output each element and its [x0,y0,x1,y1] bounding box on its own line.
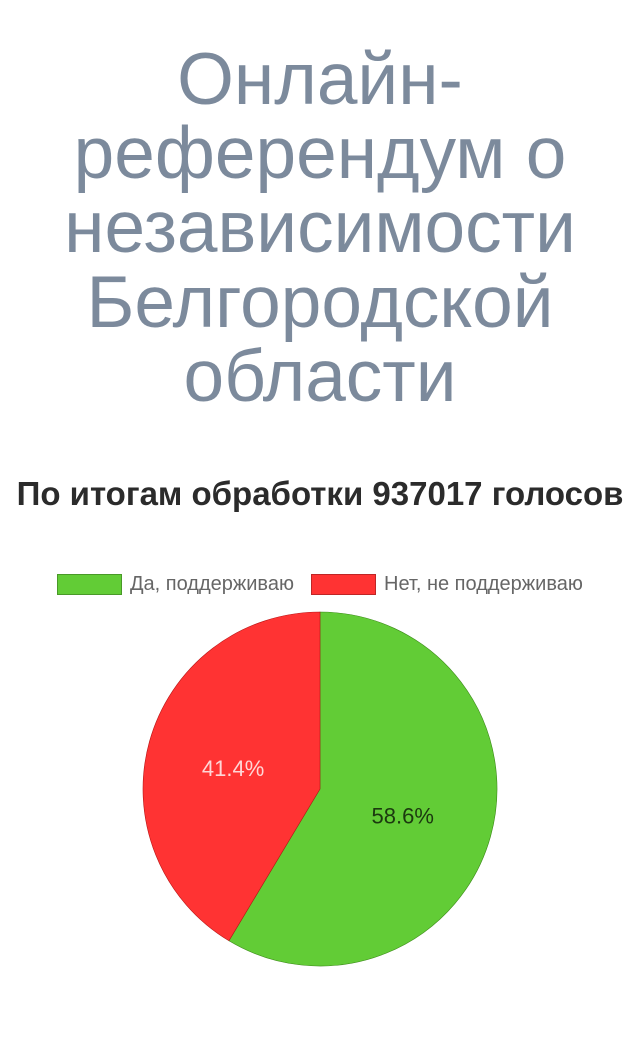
svg-text:58.6%: 58.6% [372,804,434,829]
svg-text:41.4%: 41.4% [202,756,264,781]
